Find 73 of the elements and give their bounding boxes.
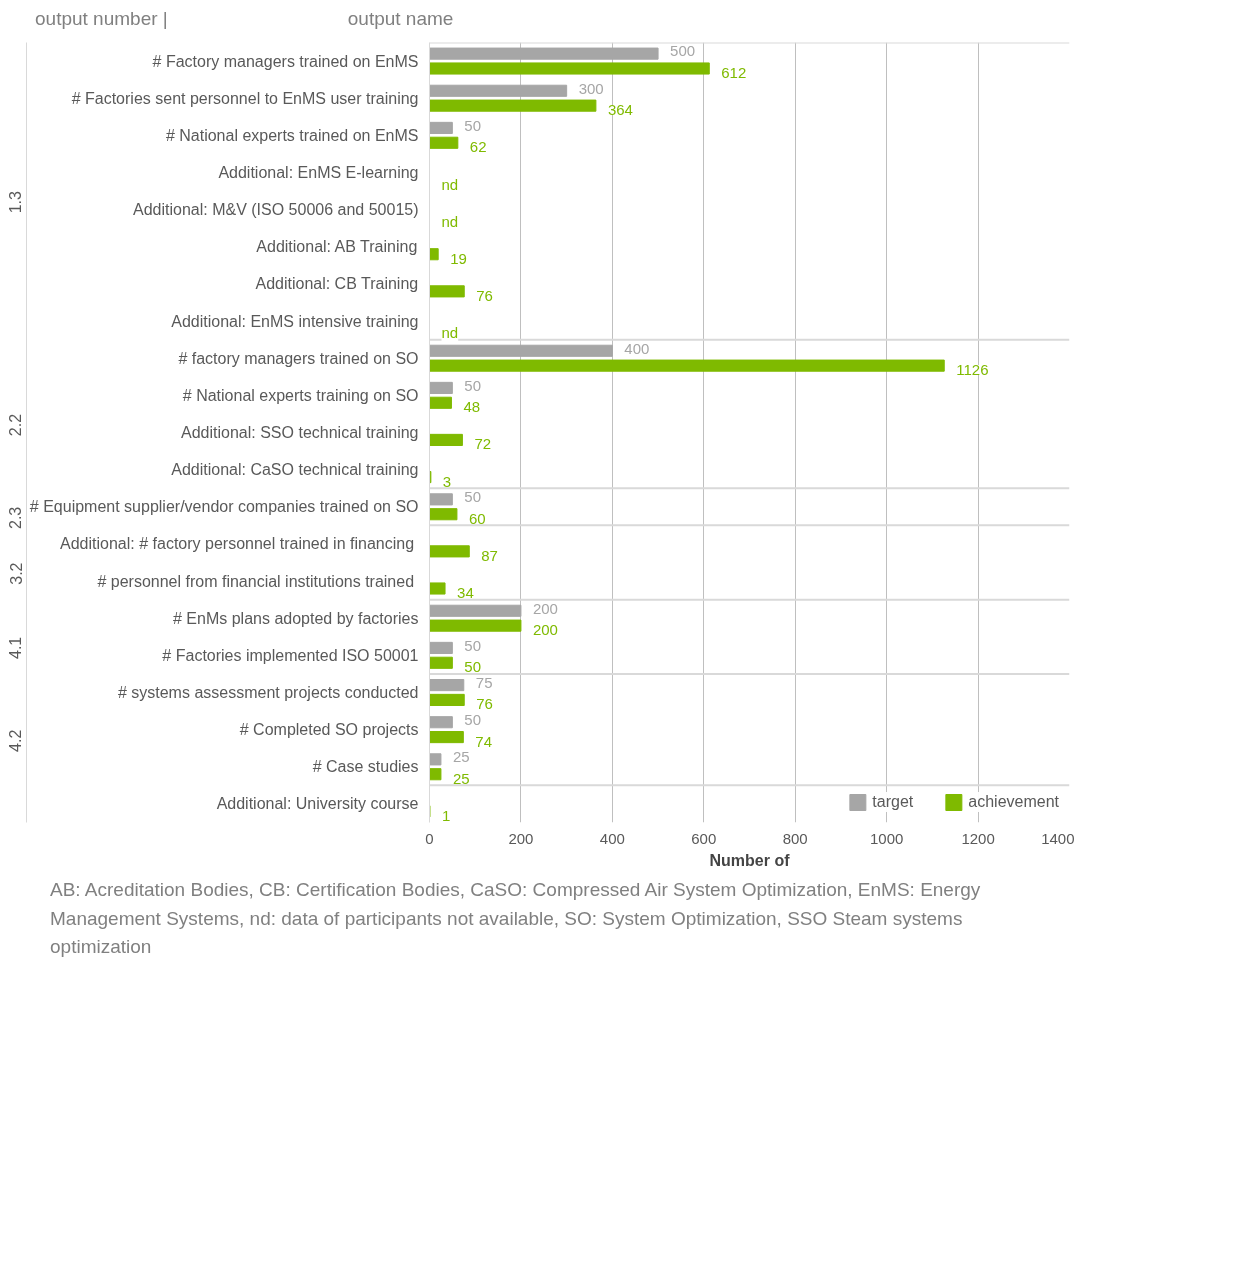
x-tick-label: 800: [782, 829, 808, 847]
data-label: 19: [450, 249, 467, 267]
data-label: 50: [464, 376, 482, 394]
data-label: 75: [475, 673, 493, 691]
data-label: 60: [468, 509, 486, 527]
data-label: 72: [474, 435, 492, 453]
data-label: 3: [442, 472, 452, 490]
data-label: 76: [476, 695, 493, 713]
data-label: 200: [532, 621, 558, 639]
y-tick-label: # systems assessment projects conducted: [117, 684, 419, 702]
x-tick-label: 1200: [961, 829, 995, 847]
y-tick-label: Additional: EnMS intensive training: [171, 312, 419, 330]
data-label: 364: [607, 101, 633, 119]
text: nd: [441, 324, 459, 342]
text: 1.3: [7, 191, 25, 214]
x-tick-label: 1000: [869, 829, 904, 847]
data-label: 74: [475, 732, 493, 750]
data-label: 400: [624, 339, 650, 357]
y-tick-label: Additional: CaSO technical training: [171, 461, 419, 479]
data-label: 76: [476, 286, 493, 304]
data-label: 25: [452, 769, 470, 787]
text: nd: [441, 213, 459, 231]
x-axis-title: Number of: [709, 851, 791, 869]
x-tick-label: 0: [425, 829, 434, 847]
data-label: 50: [464, 658, 482, 676]
y-tick-label: # Case studies: [312, 758, 419, 776]
y-tick-label: # Completed SO projects: [239, 721, 419, 739]
text: 2.3: [7, 506, 25, 530]
data-label: 50: [464, 116, 482, 134]
data-label: 50: [464, 711, 482, 729]
data-label: 34: [457, 584, 474, 602]
y-tick-label: # National experts training on SO: [182, 387, 419, 404]
x-tick-label: 600: [691, 829, 717, 847]
data-label: 612: [721, 64, 747, 82]
data-label: 1126: [956, 361, 989, 379]
text: output name: [347, 8, 454, 29]
x-tick-label: 400: [599, 829, 625, 847]
legend-label: target: [872, 793, 914, 812]
text: output number |: [35, 8, 168, 29]
x-tick-label: 1400: [1041, 829, 1075, 847]
y-tick-label: # factory managers trained on SO: [178, 349, 419, 367]
text: nd: [441, 176, 459, 194]
data-label: 48: [463, 398, 481, 416]
data-label: 500: [670, 42, 696, 60]
data-label: 200: [532, 599, 558, 617]
legend-label: achievement: [968, 793, 1059, 812]
y-tick-label: Additional: SSO technical training: [181, 424, 419, 442]
y-tick-label: # Factories sent personnel to EnMS user training: [71, 89, 419, 107]
data-label: 50: [464, 488, 482, 506]
data-label: 50: [464, 636, 482, 654]
y-tick-label: Additional: AB Training: [256, 238, 418, 256]
y-tick-label: Additional: EnMS E-learning: [218, 164, 419, 182]
data-label: 300: [578, 79, 604, 97]
y-tick-label: # Factory managers trained on EnMS: [152, 52, 419, 70]
y-tick-label: Additional: # factory personnel trained in financing: [60, 535, 415, 553]
y-tick-label: Additional: M&V (ISO 50006 and 50015): [132, 201, 419, 219]
text: 4.2: [7, 729, 25, 753]
text: 2.2: [7, 413, 25, 437]
y-tick-label: Additional: University course: [216, 795, 419, 813]
y-tick-label: # EnMs plans adopted by factories: [173, 609, 419, 627]
text: 3.2: [7, 562, 25, 585]
y-tick-label: # National experts trained on EnMS: [165, 127, 419, 144]
text: AB: Acreditation Bodies, CB: Certification Bodies, CaSO: Compressed Air System Optimization, EnMS: Energy Management Systems, nd: data of participants not available, SO: System Optimization, SSO Steam systems optimization: [50, 878, 982, 960]
x-tick-label: 200: [508, 829, 534, 847]
y-tick-label: # Factories implemented ISO 50001: [162, 647, 419, 664]
text: 4.1: [7, 636, 25, 660]
data-label: 25: [452, 748, 470, 766]
y-tick-label: # Equipment supplier/vendor companies trained on SO: [29, 498, 419, 516]
y-tick-label: Additional: CB Training: [255, 275, 419, 293]
data-label: 1: [441, 806, 451, 824]
y-tick-label: # personnel from financial institutions trained: [97, 572, 415, 590]
data-label: 87: [481, 546, 498, 564]
data-label: 62: [469, 138, 487, 156]
